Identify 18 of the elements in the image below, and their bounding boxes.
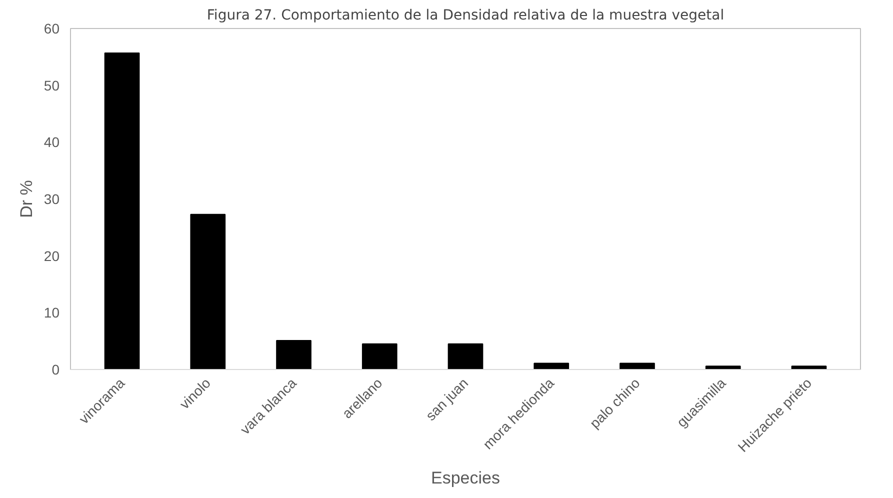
bar: [705, 366, 741, 370]
y-tick-label: 50: [44, 77, 60, 94]
y-tick-label: 60: [44, 20, 60, 36]
bar: [276, 340, 312, 370]
bar: [104, 52, 140, 370]
y-tick-label: 30: [44, 191, 60, 207]
bar: [620, 362, 655, 370]
y-axis-title: Dr %: [16, 180, 36, 218]
bar: [448, 343, 484, 370]
bar: [534, 362, 570, 370]
bar: [362, 343, 398, 370]
y-tick-label: 40: [44, 134, 60, 150]
bar: [190, 214, 226, 370]
chart-title: Figura 27. Comportamiento de la Densidad relativa de la muestra vegetal: [206, 8, 724, 24]
y-tick-label: 0: [52, 362, 60, 378]
x-axis-title: Especies: [431, 468, 500, 488]
y-tick-label: 10: [44, 304, 60, 321]
y-tick-label: 20: [44, 248, 60, 264]
